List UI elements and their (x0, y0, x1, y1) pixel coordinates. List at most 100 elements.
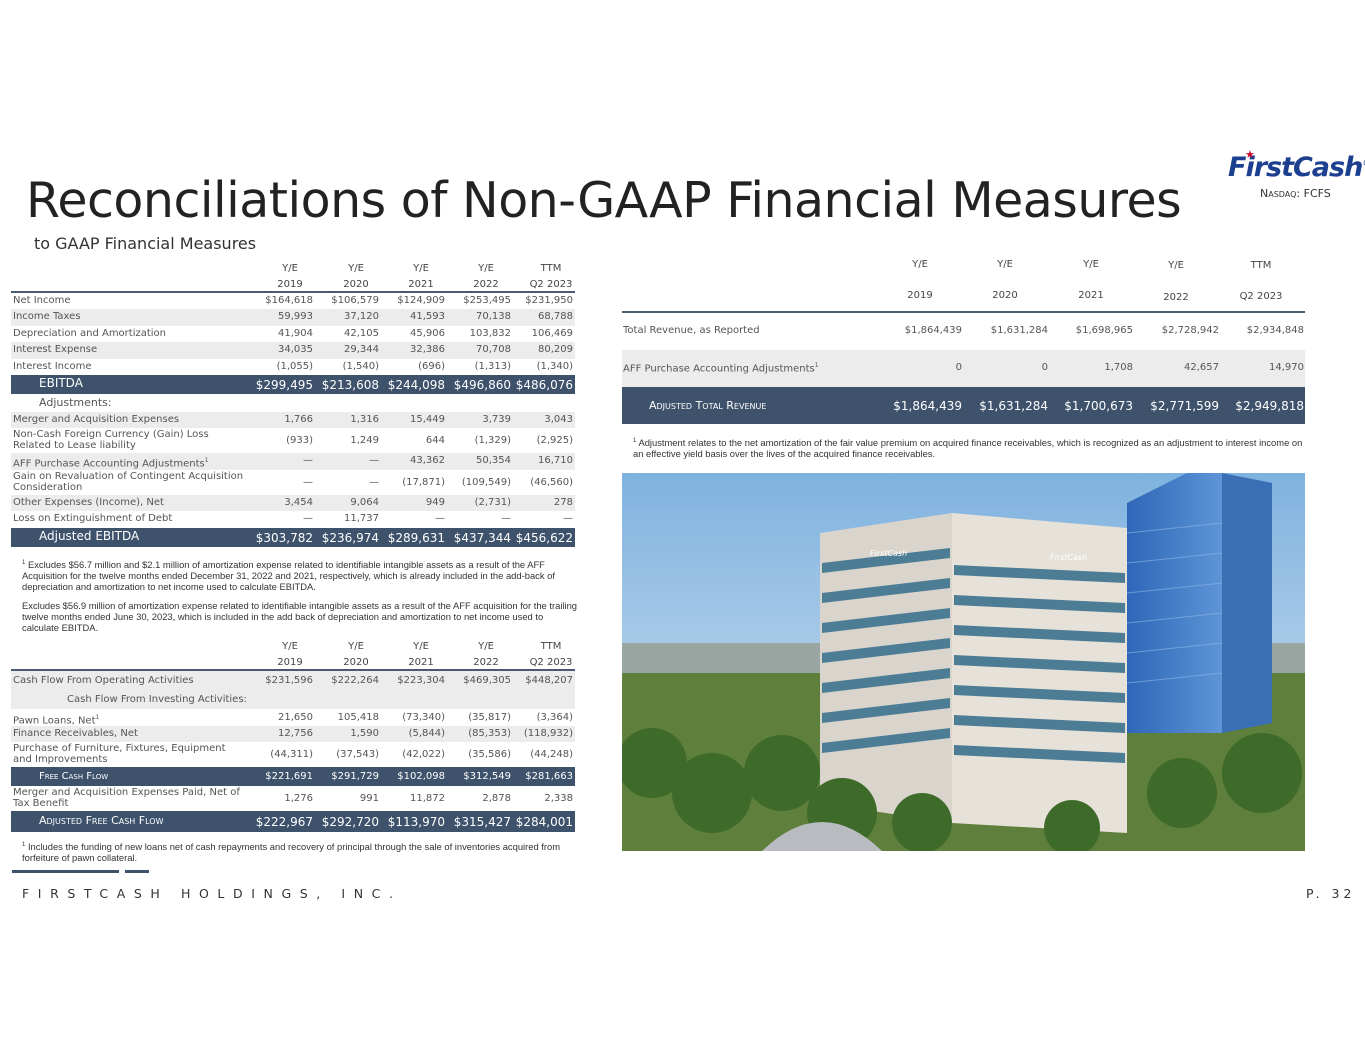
row-label: AFF Purchase Accounting Adjustments1 (623, 362, 819, 375)
row-label: Adjusted EBITDA (39, 528, 140, 543)
col-header-top: Y/E (282, 641, 298, 652)
row-label: Gain on Revaluation of Contingent Acquis… (13, 470, 244, 493)
cell: $221,691 (265, 771, 313, 783)
col-header-top: Y/E (413, 263, 429, 274)
sign-firstcash-2: FirstCash (1050, 553, 1087, 562)
cell: 3,739 (482, 413, 511, 425)
col-header-top: TTM (540, 641, 562, 652)
col-header-bottom: 2021 (408, 279, 434, 290)
table-row: AFF Purchase Accounting Adjustments1 0 0… (622, 350, 1305, 387)
table-row: Other Expenses (Income), Net 3,454 9,064… (11, 494, 575, 512)
section-label: Cash Flow From Investing Activities: (67, 694, 247, 705)
cell: (44,248) (530, 749, 573, 761)
page-number: P. 32 (1306, 886, 1356, 901)
table-row: AFF Purchase Accounting Adjustments1 — —… (11, 453, 575, 470)
adjusted-total-revenue-row: Adjusted Total Revenue $1,864,439 $1,631… (622, 387, 1305, 424)
cell: 0 (1041, 362, 1048, 373)
cell: 105,418 (337, 712, 379, 723)
cell: $244,098 (387, 377, 445, 392)
cell: — (369, 476, 379, 488)
cell: (118,932) (523, 728, 573, 739)
cell: 34,035 (278, 344, 313, 356)
table-row: Interest Expense 34,035 29,344 32,386 70… (11, 342, 575, 359)
star-icon: ★ (1245, 149, 1255, 161)
cell: (1,055) (276, 360, 313, 372)
cell: 32,386 (410, 344, 445, 356)
table-row: Net Income $164,618 $106,579 $124,909 $2… (11, 293, 575, 309)
cell: $281,663 (525, 771, 573, 783)
cell: — (303, 476, 313, 488)
cell: $1,864,439 (904, 325, 962, 336)
cell: $222,264 (331, 675, 379, 686)
col-header-bottom: 2022 (1163, 292, 1189, 303)
cell: (5,844) (408, 728, 445, 739)
cell: 991 (359, 793, 379, 805)
cell: (37,543) (336, 749, 379, 761)
cell: $2,771,599 (1150, 399, 1219, 413)
cell: (44,311) (270, 749, 313, 761)
ebitda-total-row: EBITDA $299,495 $213,608 $244,098 $496,8… (11, 374, 575, 394)
cell: $1,698,965 (1075, 325, 1133, 336)
row-label: Net Income (13, 295, 71, 306)
table-row: Purchase of Furniture, Fixtures, Equipme… (11, 742, 575, 767)
footer-rule-long (12, 870, 119, 873)
free-cash-flow-row: Free Cash Flow $221,691 $291,729 $102,09… (11, 767, 575, 787)
cell: $1,631,284 (979, 399, 1048, 413)
col-header-bottom: 2020 (343, 279, 369, 290)
cell: $292,720 (321, 815, 379, 830)
cell: $1,700,673 (1064, 399, 1133, 413)
col-header-bottom: 2020 (343, 657, 369, 668)
row-label: Interest Expense (13, 344, 98, 356)
cell: $299,495 (255, 377, 313, 392)
cell: $284,001 (515, 815, 573, 830)
col-header-top: TTM (540, 263, 562, 274)
logo-text: FirstCash® (1228, 152, 1365, 183)
col-header-top: Y/E (912, 259, 928, 270)
row-label: Finance Receivables, Net (13, 728, 138, 739)
cell: $102,098 (397, 771, 445, 783)
cell: $124,909 (397, 295, 445, 306)
revenue-footnote: 1 Adjustment relates to the net amortiza… (633, 437, 1303, 460)
cell: (35,586) (468, 749, 511, 761)
row-label: Free Cash Flow (39, 771, 109, 783)
table-row: Depreciation and Amortization 41,904 42,… (11, 326, 575, 342)
cell: 12,756 (278, 728, 313, 739)
cell: — (303, 455, 313, 467)
col-header-bottom: 2021 (408, 657, 434, 668)
investing-heading: Cash Flow From Investing Activities: (11, 690, 575, 709)
cell: $231,950 (525, 295, 573, 306)
page-title: Reconciliations of Non-GAAP Financial Me… (26, 172, 1182, 229)
table-row: Finance Receivables, Net 12,756 1,590 (5… (11, 726, 575, 743)
cell: 11,872 (410, 793, 445, 805)
cell: 949 (425, 496, 445, 508)
cell: 14,970 (1269, 362, 1304, 373)
cell: (3,364) (536, 712, 573, 723)
cell: 68,788 (538, 311, 573, 323)
cell: $106,579 (331, 295, 379, 306)
row-label: Interest Income (13, 360, 92, 372)
cell: 103,832 (469, 327, 511, 339)
cell: 59,993 (278, 311, 313, 323)
cell: (2,925) (536, 435, 573, 447)
table-row: Pawn Loans, Net1 21,650 105,418 (73,340)… (11, 709, 575, 726)
cell: (1,340) (536, 360, 573, 372)
cell: 3,043 (544, 413, 573, 425)
sign-firstcash-1: FirstCash (870, 549, 907, 558)
cell: (1,540) (342, 360, 379, 372)
firstcash-logo: ★ FirstCash® (1228, 149, 1365, 202)
cell: — (435, 513, 445, 525)
cell: (1,329) (474, 435, 511, 447)
ebitda-table: Y/E Y/E Y/E Y/E TTM 2019 2020 2021 2022 … (11, 260, 575, 547)
table-row: Merger and Acquisition Expenses Paid, Ne… (11, 786, 575, 811)
row-label: Pawn Loans, Net1 (13, 714, 100, 727)
cell: 70,708 (476, 344, 511, 356)
cell: $223,304 (397, 675, 445, 686)
cell: 9,064 (350, 496, 379, 508)
col-header-top: Y/E (413, 641, 429, 652)
cell: $303,782 (255, 530, 313, 545)
headquarters-photo: FirstCash FirstCash (622, 473, 1305, 851)
cell: 70,138 (476, 311, 511, 323)
col-header-top: Y/E (348, 641, 364, 652)
cell: 45,906 (410, 327, 445, 339)
cell: 2,338 (544, 793, 573, 805)
